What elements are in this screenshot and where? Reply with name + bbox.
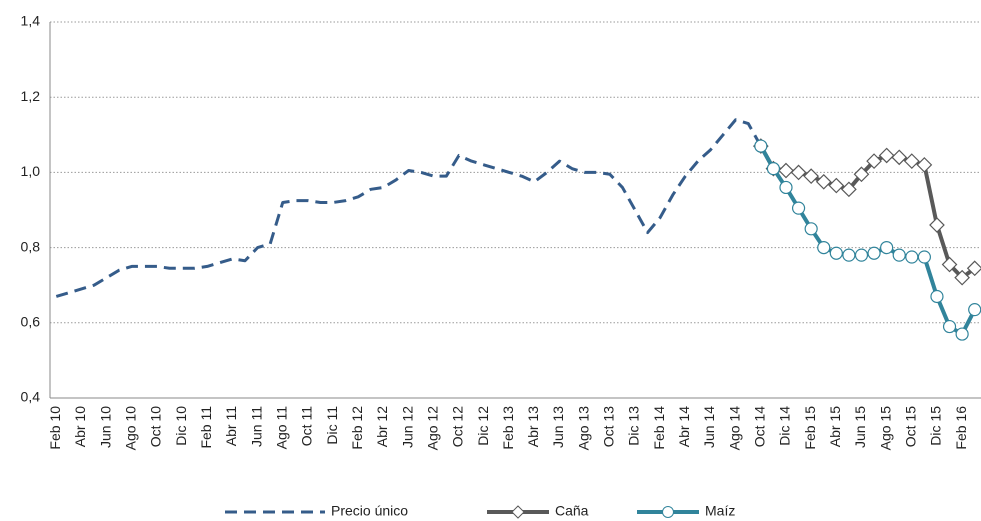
marker-diamond: [853, 166, 870, 183]
marker-diamond: [828, 177, 845, 194]
marker-circle: [754, 139, 768, 153]
x-tick-label: Jun 11: [248, 406, 264, 447]
marker-circle: [842, 248, 856, 262]
x-tick-label: Jun 14: [701, 406, 717, 448]
x-tick-label: Jun 15: [852, 406, 868, 448]
x-tick-label: Dic 13: [626, 406, 642, 446]
x-tick-label: Abr 14: [676, 406, 692, 447]
marker-circle: [791, 201, 806, 215]
y-tick-label: 0,8: [21, 238, 41, 254]
x-tick-label: Dic 11: [324, 406, 340, 445]
marker-circle: [917, 250, 931, 264]
marker-circle: [942, 319, 957, 334]
marker-circle: [867, 246, 881, 260]
marker-diamond: [929, 217, 945, 233]
x-tick-label: Jun 10: [97, 406, 113, 448]
x-tick-label: Oct 15: [903, 406, 919, 447]
x-tick-label: Feb 15: [802, 406, 818, 450]
x-tick-label: Feb 12: [349, 406, 365, 450]
x-tick-label: Oct 10: [148, 406, 164, 447]
y-tick-label: 0,4: [21, 389, 41, 405]
x-tick-label: Ago 13: [575, 406, 591, 451]
x-tick-label: Feb 10: [47, 406, 63, 450]
legend-label: Caña: [555, 503, 589, 519]
legend-marker: [511, 505, 525, 519]
marker-diamond: [803, 168, 820, 185]
x-tick-label: Oct 12: [450, 406, 466, 447]
series-line: [55, 118, 763, 298]
marker-circle: [880, 241, 894, 255]
marker-diamond: [790, 164, 807, 181]
x-tick-label: Abr 11: [223, 406, 239, 446]
x-tick-label: Oct 11: [299, 406, 315, 446]
marker-circle: [817, 241, 831, 255]
marker-circle: [892, 248, 906, 262]
marker-diamond: [866, 153, 882, 169]
marker-diamond: [891, 149, 908, 166]
marker-circle: [854, 248, 869, 262]
x-tick-label: Feb 11: [198, 406, 214, 449]
marker-diamond: [815, 173, 832, 190]
marker-circle: [829, 246, 843, 260]
marker-circle: [930, 289, 944, 304]
marker-circle: [779, 180, 793, 195]
x-tick-label: Dic 14: [777, 406, 793, 446]
x-tick-label: Abr 12: [374, 406, 390, 447]
labels: 0,4 0,6 0,8 1,0 1,2 1,4 Feb 10 Abr 10 Jun 10 Ago …: [21, 13, 969, 519]
x-tick-label: Jun 13: [550, 406, 566, 448]
marker-diamond: [941, 256, 958, 273]
x-tick-label: Dic 12: [475, 406, 491, 446]
y-tick-label: 0,6: [21, 314, 41, 330]
x-tick-label: Feb 13: [500, 406, 516, 450]
plot-area: [55, 118, 981, 341]
x-tick-label: Abr 10: [72, 406, 88, 447]
legend-label: Precio único: [331, 503, 408, 519]
x-tick-label: Ago 12: [424, 406, 440, 451]
marker-circle: [955, 327, 969, 341]
marker-circle: [905, 250, 919, 264]
x-tick-label: Dic 15: [928, 406, 944, 446]
x-tick-label: Abr 15: [827, 406, 843, 447]
x-tick-label: Ago 11: [273, 406, 289, 450]
marker-diamond: [966, 260, 981, 277]
marker-diamond: [954, 269, 970, 286]
marker-diamond: [778, 162, 794, 179]
x-tick-label: Ago 14: [726, 406, 742, 451]
x-tick-label: Abr 13: [525, 406, 541, 447]
x-tick-label: Ago 10: [122, 406, 138, 451]
y-tick-label: 1,4: [21, 13, 41, 29]
x-tick-label: Feb 14: [651, 406, 667, 450]
marker-diamond: [841, 181, 857, 198]
marker-diamond: [903, 153, 920, 169]
marker-circle: [766, 162, 781, 176]
grid: [49, 21, 981, 399]
series-line: [759, 145, 976, 280]
y-tick-label: 1,2: [21, 88, 41, 104]
x-tick-label: Oct 14: [752, 406, 768, 447]
x-tick-label: Dic 10: [173, 406, 189, 446]
x-tick-label: Ago 15: [877, 406, 893, 451]
x-tick-label: Feb 16: [953, 406, 969, 450]
y-tick-label: 1,0: [21, 163, 41, 179]
marker-diamond: [878, 147, 895, 164]
marker-diamond: [916, 157, 933, 173]
x-tick-label: Jun 12: [399, 406, 415, 448]
x-tick-label: Oct 13: [601, 406, 617, 447]
marker-circle: [968, 303, 981, 317]
marker-circle: [804, 222, 818, 236]
legend-marker: [662, 506, 674, 518]
legend-label: Maíz: [705, 503, 735, 519]
